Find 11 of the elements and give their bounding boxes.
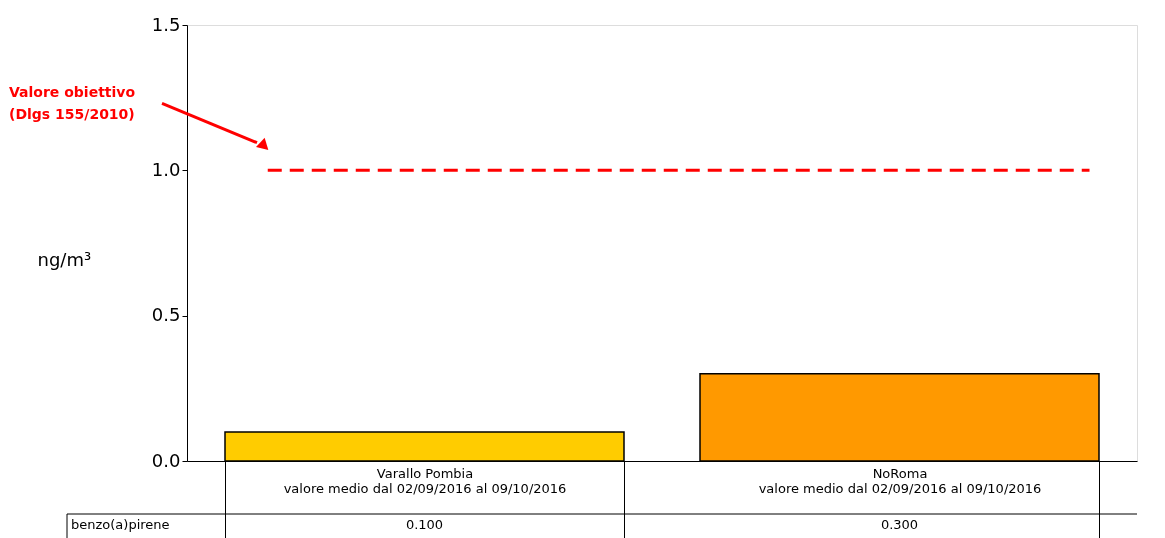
x-tick-label: NoRoma valore medio dal 02/09/2016 al 09/10/2016 <box>758 465 1042 496</box>
data-label: 0.100 <box>405 517 444 532</box>
y-tick-label: 0.5 <box>151 304 181 326</box>
y-tick-label: 1.5 <box>151 13 181 35</box>
data-label: 0.300 <box>880 517 919 532</box>
y-axis-title: ng/m³ <box>37 248 92 270</box>
ref-line-label: Valore obiettivo (Dlgs 155/2010) <box>9 83 136 122</box>
y-tick-label: 0.0 <box>151 449 181 471</box>
y-tick-label: 1.0 <box>151 158 181 180</box>
legend-label: benzo(a)pirene <box>71 517 170 532</box>
x-tick-label: Varallo Pombia valore medio dal 02/09/2016 al 09/10/2016 <box>283 465 567 496</box>
